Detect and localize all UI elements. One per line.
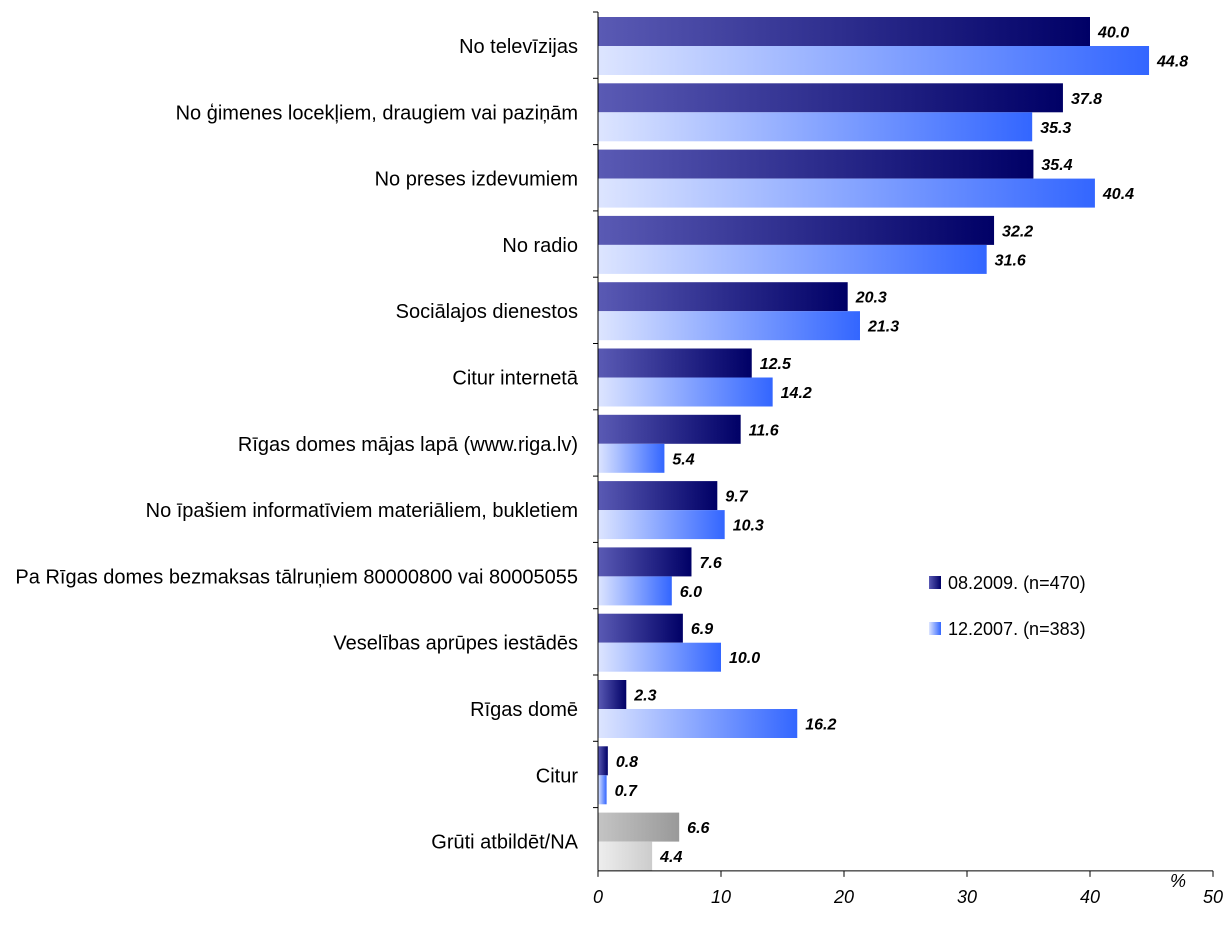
bar-series2-2 [598,179,1095,208]
bar-series2-3 [598,245,987,274]
bar-series2-7 [598,510,725,539]
x-tick-label-10: 10 [711,887,731,907]
value-label-series1-11: 0.8 [616,754,638,771]
value-label-series2-0: 44.8 [1156,54,1188,71]
value-label-series1-7: 9.7 [725,489,748,506]
value-label-series2-12: 4.4 [659,849,682,866]
legend-label-1: 08.2009. (n=470) [948,573,1086,593]
bar-series1-1 [598,83,1063,112]
bar-series1-0 [598,17,1090,46]
category-label-12: Grūti atbildēt/NA [431,832,578,854]
bar-series1-12 [598,813,679,842]
category-label-0: No televīzijas [459,36,578,58]
bar-series1-2 [598,150,1033,179]
bar-series1-4 [598,282,848,311]
bar-series1-3 [598,216,994,245]
bar-series2-10 [598,709,797,738]
value-label-series1-12: 6.6 [687,820,709,837]
category-label-8: Pa Rīgas domes bezmaksas tālruņiem 80000… [15,566,578,588]
bar-series1-5 [598,349,752,378]
bar-series1-7 [598,481,717,510]
value-label-series2-11: 0.7 [615,783,638,800]
value-label-series1-3: 32.2 [1002,223,1033,240]
bar-series1-10 [598,680,626,709]
value-label-series1-5: 12.5 [760,356,792,373]
bar-series2-11 [598,775,607,804]
category-label-5: Citur internetā [452,368,578,390]
bar-series1-6 [598,415,741,444]
value-label-series1-9: 6.9 [691,621,713,638]
bar-series2-6 [598,444,664,473]
value-label-series1-2: 35.4 [1041,157,1072,174]
category-label-11: Citur [536,765,579,787]
bar-series2-9 [598,643,721,672]
legend-label-2: 12.2007. (n=383) [948,619,1086,639]
bar-series2-1 [598,112,1032,141]
value-label-series1-0: 40.0 [1097,25,1129,42]
x-tick-label-0: 0 [593,887,603,907]
bar-series1-9 [598,614,683,643]
bar-series2-0 [598,46,1149,75]
bar-series2-4 [598,311,860,340]
value-label-series1-6: 11.6 [749,422,779,439]
bar-series1-11 [598,746,608,775]
x-axis-unit-label: % [1170,871,1186,891]
category-label-2: No preses izdevumiem [375,169,578,191]
x-tick-label-20: 20 [833,887,854,907]
value-label-series2-6: 5.4 [672,451,694,468]
value-label-series2-4: 21.3 [867,319,899,336]
category-label-4: Sociālajos dienestos [396,301,578,323]
value-label-series2-1: 35.3 [1040,120,1071,137]
value-label-series1-8: 7.6 [699,555,721,572]
x-tick-label-30: 30 [957,887,977,907]
x-tick-label-40: 40 [1080,887,1100,907]
value-label-series2-7: 10.3 [733,518,764,535]
category-label-7: No īpašiem informatīviem materiāliem, bu… [146,500,578,522]
bar-series2-8 [598,576,672,605]
category-label-3: No radio [502,235,578,257]
value-label-series1-4: 20.3 [855,290,887,307]
value-label-series1-10: 2.3 [633,688,656,705]
bar-series2-12 [598,842,652,871]
legend-swatch-1 [929,576,941,589]
bars-group [598,17,1149,871]
category-label-1: No ģimenes locekļiem, draugiem vai paziņ… [176,102,578,124]
bar-series2-5 [598,378,773,407]
x-tick-label-50: 50 [1203,887,1223,907]
value-label-series2-5: 14.2 [781,385,812,402]
legend: 08.2009. (n=470) 12.2007. (n=383) [929,573,1086,639]
legend-swatch-2 [929,622,941,635]
value-label-series2-8: 6.0 [680,584,702,601]
category-label-10: Rīgas domē [470,699,578,721]
value-label-series2-2: 40.4 [1102,186,1134,203]
value-label-series2-9: 10.0 [729,650,760,667]
bar-series1-8 [598,547,691,576]
value-label-series1-1: 37.8 [1071,91,1102,108]
category-label-6: Rīgas domes mājas lapā (www.riga.lv) [238,434,578,456]
category-labels: No televīzijas No ģimenes locekļiem, drau… [15,36,578,854]
category-label-9: Veselības aprūpes iestādēs [333,633,578,655]
value-label-series2-10: 16.2 [805,717,836,734]
value-label-series2-3: 31.6 [995,252,1026,269]
